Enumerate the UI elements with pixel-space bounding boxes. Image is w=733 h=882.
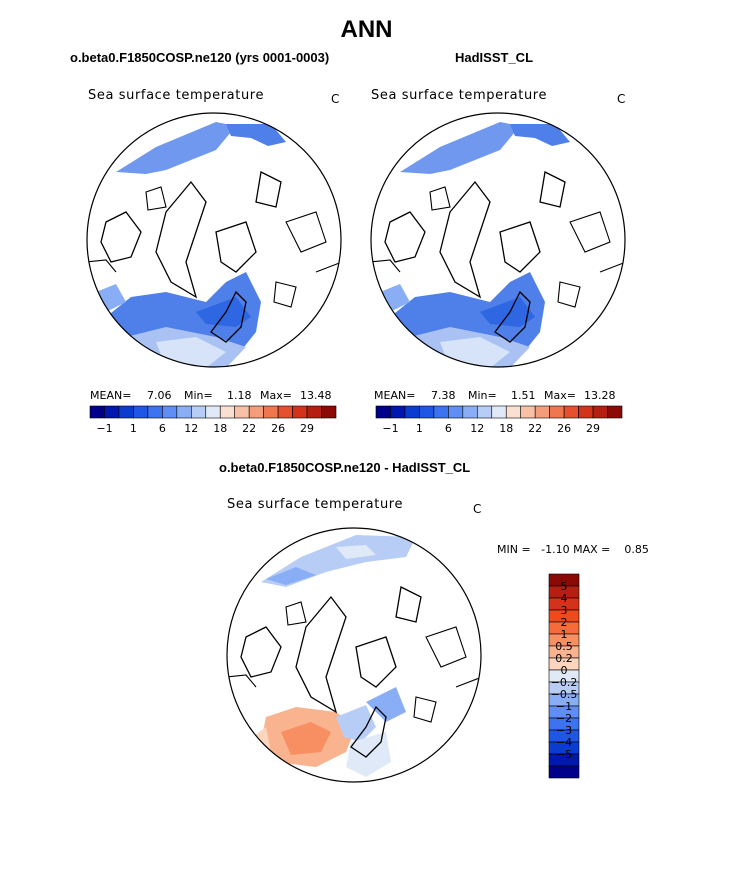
panel-2-colorbar-tick-label: 12 bbox=[470, 422, 484, 435]
panel-2-colorbar-swatch bbox=[520, 405, 536, 419]
panel-2-colorbar-swatch bbox=[592, 405, 608, 419]
panel-2-max-label: Max= bbox=[544, 389, 576, 402]
panel-1-colorbar-tick-label: 18 bbox=[213, 422, 227, 435]
panel-1-colorbar-swatch bbox=[190, 405, 207, 419]
main-title: ANN bbox=[340, 16, 393, 43]
panel-2-colorbar-swatch bbox=[563, 405, 579, 419]
panel-3-minmax-text: MIN = -1.10 MAX = 0.85 bbox=[497, 543, 649, 556]
panel-1-colorbar-swatch bbox=[205, 405, 221, 419]
panel-1-colorbar-swatch bbox=[277, 405, 293, 419]
panel-2-colorbar-tick-label: 29 bbox=[586, 422, 600, 435]
panel-3-colorbar-tick-label: −5 bbox=[556, 748, 572, 761]
panel-2-min-label: Min= bbox=[468, 389, 497, 402]
panel-1-min-value: 1.18 bbox=[227, 389, 252, 402]
panel-1-mean-label: MEAN= bbox=[90, 389, 132, 402]
panel-1-colorbar-tick-label: 29 bbox=[300, 422, 314, 435]
panel-1-title: o.beta0.F1850COSP.ne120 (yrs 0001-0003) bbox=[70, 50, 330, 65]
panel-1-colorbar-swatch bbox=[104, 405, 120, 419]
panel-2-colorbar-tick-label: 6 bbox=[445, 422, 452, 435]
panel-2-colorbar-swatch bbox=[505, 405, 522, 419]
panel-2-variable-label: Sea surface temperature bbox=[371, 88, 548, 103]
panel-1-max-label: Max= bbox=[260, 389, 292, 402]
panel-1-colorbar-tick-label: 6 bbox=[159, 422, 166, 435]
panel-1-units-label: C bbox=[331, 92, 340, 106]
panel-3-colorbar-tick-label: −2 bbox=[556, 712, 572, 725]
panel-3-colorbar-tick-label: 5 bbox=[561, 580, 568, 593]
panel-1-colorbar-swatch bbox=[162, 405, 178, 419]
panel-1-colorbar: −1 1 6 12 18 22 26 29 bbox=[89, 405, 337, 435]
panel-2-colorbar-swatch bbox=[433, 405, 449, 419]
panel-2-colorbar-swatch bbox=[476, 405, 493, 419]
panel-3-colorbar-tick-label: 1 bbox=[561, 628, 568, 641]
panel-2-colorbar-tick-label: 26 bbox=[557, 422, 571, 435]
panel-1-colorbar-tick-label: 12 bbox=[184, 422, 198, 435]
panel-1-colorbar-swatch bbox=[176, 405, 192, 419]
panel-1-colorbar-swatch bbox=[292, 405, 308, 419]
panel-1-colorbar-swatch bbox=[133, 405, 149, 419]
panel-2-colorbar-tick-label: 1 bbox=[416, 422, 423, 435]
panel-3-colorbar-tick-label: −3 bbox=[556, 724, 572, 737]
panel-1-colorbar-swatch bbox=[147, 405, 163, 419]
panel-1-colorbar-tick-label: −1 bbox=[96, 422, 112, 435]
panel-2-colorbar-swatch bbox=[390, 405, 406, 419]
panel-2-colorbar-swatch bbox=[448, 405, 464, 419]
panel-1-min-label: Min= bbox=[184, 389, 213, 402]
panel-2-units-label: C bbox=[617, 92, 626, 106]
panel-2-colorbar-swatch bbox=[549, 405, 565, 419]
panel-1-colorbar-swatch bbox=[263, 405, 279, 419]
panel-3-variable-label: Sea surface temperature bbox=[227, 497, 404, 512]
panel-3-colorbar-tick-label: 0.2 bbox=[555, 652, 573, 665]
panel-1-polar-map bbox=[86, 112, 342, 368]
panel-2-colorbar-swatch bbox=[491, 405, 507, 419]
panel-2-colorbar-tick-label: −1 bbox=[382, 422, 398, 435]
panel-3-colorbar-tick-label: −0.5 bbox=[551, 688, 578, 701]
panel-3-colorbar-tick-label: 0 bbox=[561, 664, 568, 677]
panel-1-colorbar-tick-label: 26 bbox=[271, 422, 285, 435]
panel-2-title: HadISST_CL bbox=[455, 50, 534, 65]
panel-2-mean-value: 7.38 bbox=[431, 389, 456, 402]
panel-2-colorbar-swatch bbox=[404, 405, 420, 419]
panel-2-mean-label: MEAN= bbox=[374, 389, 416, 402]
panel-2-colorbar: −1 1 6 12 18 22 26 29 bbox=[375, 405, 623, 435]
panel-2-colorbar-swatch bbox=[534, 405, 550, 419]
panel-3-title: o.beta0.F1850COSP.ne120 - HadISST_CL bbox=[219, 460, 471, 475]
panel-3-colorbar-tick-label: 0.5 bbox=[555, 640, 573, 653]
panel-1-colorbar-swatch bbox=[118, 405, 134, 419]
panel-2-colorbar-swatch bbox=[578, 405, 594, 419]
panel-1-colorbar-tick-label: 1 bbox=[130, 422, 137, 435]
panel-2-colorbar-swatch bbox=[375, 405, 391, 419]
panel-2-colorbar-swatch bbox=[419, 405, 435, 419]
panel-3-colorbar-tick-label: −4 bbox=[556, 736, 572, 749]
panel-2-colorbar-swatch bbox=[607, 405, 623, 419]
panel-3-colorbar-tick-label: 3 bbox=[561, 604, 568, 617]
panel-1-mean-value: 7.06 bbox=[147, 389, 172, 402]
panel-1-colorbar-swatch bbox=[219, 405, 236, 419]
panel-2-colorbar-tick-label: 22 bbox=[528, 422, 542, 435]
panel-2-colorbar-swatch bbox=[462, 405, 478, 419]
panel-3-colorbar-swatch bbox=[548, 765, 580, 779]
panel-3-polar-map bbox=[226, 527, 482, 783]
panel-1-colorbar-swatch bbox=[89, 405, 105, 419]
panel-1-colorbar-swatch bbox=[321, 405, 337, 419]
panel-2-colorbar-tick-label: 18 bbox=[499, 422, 513, 435]
panel-3-colorbar-tick-label: −0.2 bbox=[551, 676, 578, 689]
panel-2-min-value: 1.51 bbox=[511, 389, 536, 402]
panel-2-polar-map bbox=[370, 112, 626, 368]
panel-2-max-value: 13.28 bbox=[584, 389, 616, 402]
panel-1-variable-label: Sea surface temperature bbox=[88, 88, 265, 103]
panel-1-colorbar-swatch bbox=[248, 405, 264, 419]
panel-1-colorbar-swatch bbox=[306, 405, 322, 419]
panel-1-colorbar-swatch bbox=[234, 405, 250, 419]
panel-3-colorbar-tick-label: 2 bbox=[561, 616, 568, 629]
panel-1-max-value: 13.48 bbox=[300, 389, 332, 402]
panel-3-colorbar-tick-label: 4 bbox=[561, 592, 568, 605]
panel-1-colorbar-tick-label: 22 bbox=[242, 422, 256, 435]
panel-3-colorbar-tick-label: −1 bbox=[556, 700, 572, 713]
panel-3-units-label: C bbox=[473, 502, 482, 516]
